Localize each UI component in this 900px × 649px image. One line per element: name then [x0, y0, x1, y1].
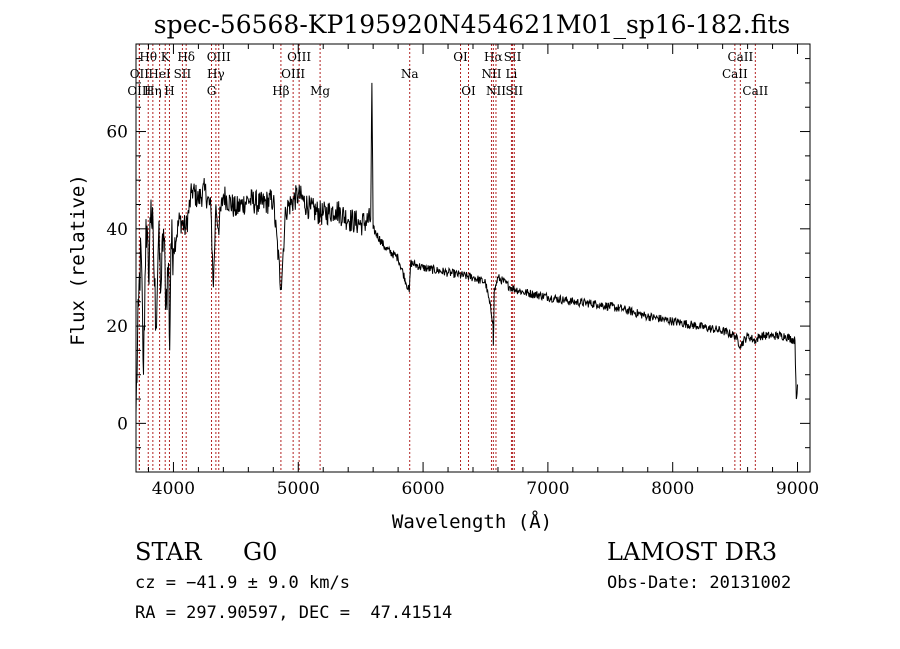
line-marker-label-23: Li — [506, 67, 518, 81]
survey-label: LAMOST DR3 — [607, 538, 778, 566]
line-marker-label-20: NII — [481, 67, 501, 81]
object-class: STAR — [135, 538, 202, 566]
chart-title: spec-56568-KP195920N454621M01_sp16-182.f… — [154, 10, 791, 39]
line-marker-label-2: OIII — [127, 84, 151, 98]
plot-frame — [135, 43, 811, 473]
line-marker-label-10: Hγ — [207, 67, 225, 81]
line-marker-label-0: Hθ — [139, 50, 157, 64]
line-marker-label-9: OIII — [207, 50, 231, 64]
line-marker-label-4: HeI — [148, 67, 171, 81]
line-marker-label-11: G — [207, 84, 217, 98]
y-tick-label: 60 — [106, 123, 128, 143]
line-marker-label-13: OIII — [287, 50, 311, 64]
line-marker-label-8: Hδ — [177, 50, 195, 64]
redshift-text: cz = −41.9 ± 9.0 km/s — [135, 573, 350, 593]
line-marker-label-21: NII — [486, 84, 506, 98]
line-marker-label-25: CaII — [727, 50, 753, 64]
axes: 4000 5000 6000 7000 8000 9000 0 20 40 60 — [106, 43, 819, 499]
y-tick-label: 40 — [106, 220, 128, 240]
line-marker-label-19: Hα — [484, 50, 503, 64]
x-tick-label: 7000 — [526, 479, 569, 499]
line-marker-label-12: Hβ — [272, 84, 289, 98]
y-axis-label: Flux (relative) — [67, 174, 89, 346]
x-tick-label: 9000 — [776, 479, 819, 499]
line-marker-label-6: SII — [174, 67, 192, 81]
x-tick-label: 8000 — [651, 479, 694, 499]
spectrum-line — [135, 82, 798, 414]
y-tick-label: 0 — [117, 414, 128, 434]
line-marker-label-7: H — [164, 84, 174, 98]
line-marker-label-17: OI — [453, 50, 468, 64]
line-marker-label-5: Hη — [144, 84, 162, 98]
plot-area — [135, 82, 798, 414]
coordinates-text: RA = 297.90597, DEC = 47.41514 — [135, 603, 453, 623]
line-marker-label-18: OI — [461, 84, 476, 98]
y-tick-label: 20 — [106, 317, 128, 337]
line-marker-label-3: K — [161, 50, 171, 64]
line-marker-label-27: CaII — [742, 84, 768, 98]
x-tick-label: 4000 — [152, 479, 195, 499]
object-subclass: G0 — [243, 538, 278, 566]
line-marker-label-15: Mg — [310, 84, 330, 98]
line-marker-label-24: SII — [505, 84, 523, 98]
line-marker-label-22: SII — [504, 50, 522, 64]
line-marker-label-16: Na — [401, 67, 419, 81]
x-axis-label: Wavelength (Å) — [392, 510, 552, 533]
line-marker-label-14: OIII — [281, 67, 305, 81]
x-tick-label: 5000 — [277, 479, 320, 499]
obs-date-text: Obs-Date: 20131002 — [607, 573, 792, 593]
line-marker-label-26: CaII — [722, 67, 748, 81]
x-tick-label: 6000 — [401, 479, 444, 499]
